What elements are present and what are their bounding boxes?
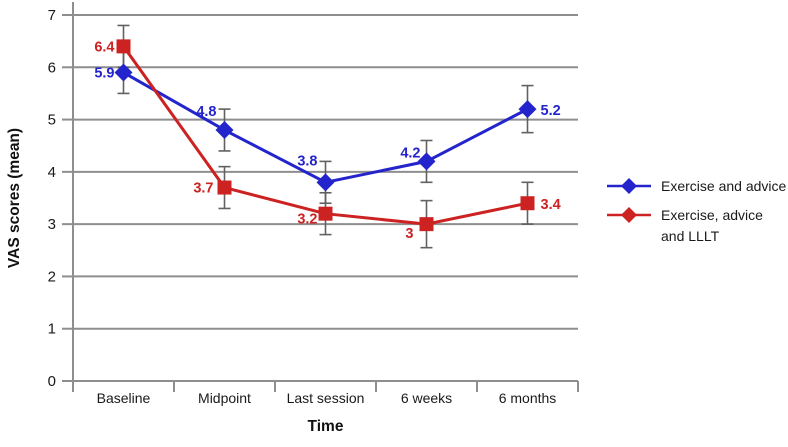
legend: Exercise and advice Exercise, advice and… — [606, 176, 786, 246]
data-point-diamond — [114, 63, 133, 82]
data-point-square — [217, 180, 232, 195]
data-labels-series-0: 5.9 4.8 3.8 4.2 5.2 — [94, 66, 560, 170]
x-axis-title: Time — [308, 418, 344, 435]
svg-text:3.8: 3.8 — [297, 153, 317, 169]
legend-marker-red-diamond-icon — [607, 207, 651, 224]
svg-text:3.7: 3.7 — [193, 181, 213, 197]
svg-text:3: 3 — [405, 226, 413, 242]
legend-label-exercise-and-advice: Exercise and advice — [661, 178, 787, 194]
y-axis-title: VAS scores (mean) — [6, 128, 23, 268]
data-point-square — [116, 39, 131, 54]
y-tick-labels: 0 1 2 3 4 5 6 7 — [48, 7, 56, 390]
svg-text:Midpoint: Midpoint — [198, 390, 251, 406]
svg-text:5: 5 — [48, 112, 56, 129]
svg-text:4.2: 4.2 — [400, 145, 420, 161]
series-markers-0 — [114, 63, 537, 192]
svg-text:6 weeks: 6 weeks — [401, 390, 452, 406]
data-labels-series-1: 6.4 3.7 3.2 3 3.4 — [94, 39, 560, 242]
svg-text:5.9: 5.9 — [94, 66, 114, 82]
svg-text:3: 3 — [48, 216, 56, 233]
axes — [62, 2, 579, 392]
svg-text:Last session: Last session — [287, 390, 365, 406]
svg-text:6: 6 — [48, 59, 56, 76]
svg-text:4: 4 — [48, 164, 56, 181]
svg-text:1: 1 — [48, 321, 56, 338]
svg-text:3.4: 3.4 — [541, 197, 561, 213]
x-category-labels: Baseline Midpoint Last session 6 weeks 6 mon… — [97, 390, 557, 406]
svg-text:2: 2 — [48, 268, 56, 285]
axis-titles: Time VAS scores (mean) — [6, 128, 344, 435]
data-point-square — [419, 217, 434, 232]
legend-entry-exercise-advice-lllt: Exercise, advice and LLLT — [606, 205, 786, 246]
svg-text:0: 0 — [48, 373, 56, 390]
svg-text:5.2: 5.2 — [541, 103, 561, 119]
data-point-diamond — [518, 100, 537, 119]
svg-text:7: 7 — [48, 7, 56, 24]
svg-text:Baseline: Baseline — [97, 390, 151, 406]
data-point-diamond — [215, 121, 234, 140]
data-point-diamond — [417, 152, 436, 171]
data-point-square — [520, 196, 535, 211]
svg-text:4.8: 4.8 — [196, 104, 216, 120]
svg-text:6.4: 6.4 — [94, 39, 114, 55]
legend-entry-exercise-and-advice: Exercise and advice — [606, 176, 786, 196]
series-markers-1 — [116, 39, 535, 232]
data-point-square — [318, 206, 333, 221]
legend-label-exercise-advice-lllt: Exercise, advice and LLLT — [661, 207, 763, 244]
svg-text:3.2: 3.2 — [297, 212, 317, 228]
data-point-diamond — [316, 173, 335, 192]
svg-text:6 months: 6 months — [499, 390, 557, 406]
legend-marker-blue-diamond-icon — [607, 178, 651, 194]
